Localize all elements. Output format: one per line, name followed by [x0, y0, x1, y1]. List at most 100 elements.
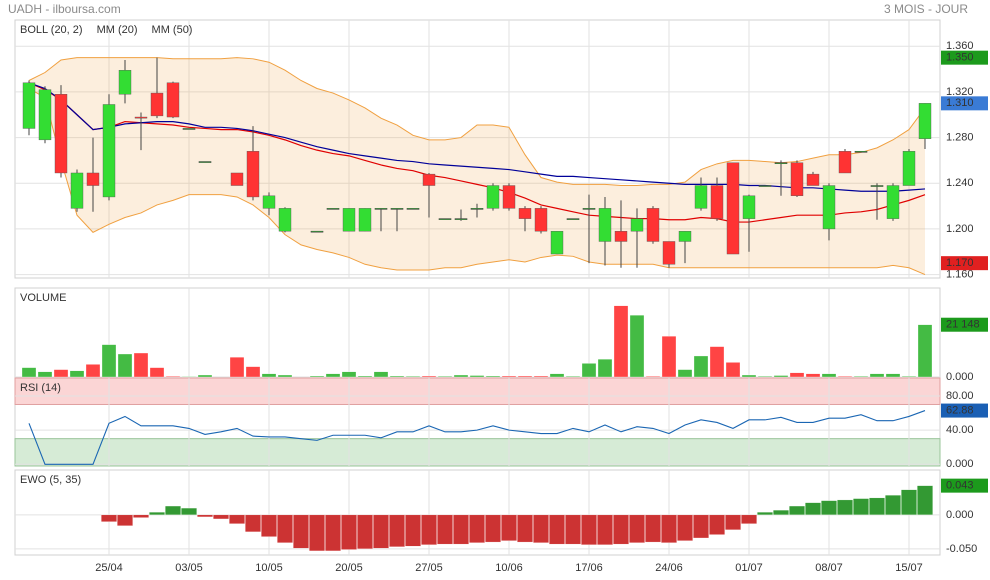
bar — [357, 514, 373, 550]
value-badge — [941, 96, 988, 111]
bar — [485, 514, 501, 543]
x-tick-label: 15/07 — [895, 562, 923, 574]
candle-body — [822, 185, 836, 230]
y-tick-label: 1.320 — [946, 86, 974, 98]
bar — [805, 373, 821, 378]
rsi-line — [28, 410, 926, 465]
bar — [741, 514, 757, 524]
candle-body — [678, 230, 692, 242]
value-badge-label: 1.350 — [946, 52, 974, 64]
bar — [101, 514, 117, 522]
bar — [885, 373, 901, 378]
bar — [757, 376, 773, 378]
y-tick-label: 0.000 — [946, 509, 974, 521]
oversold-zone — [14, 438, 941, 467]
bar — [213, 514, 229, 520]
bar — [661, 336, 677, 378]
bar — [693, 514, 709, 539]
bar — [757, 512, 773, 516]
bar — [277, 374, 293, 378]
bar — [629, 315, 645, 378]
x-tick-label: 03/05 — [175, 562, 203, 574]
value-badge — [941, 403, 988, 418]
bar — [485, 375, 501, 378]
bar — [821, 373, 837, 378]
bar — [453, 374, 469, 378]
bar — [37, 371, 53, 378]
bar — [21, 367, 37, 378]
legend-entry: MM (20) — [97, 24, 138, 36]
candle-body — [518, 208, 532, 219]
bar — [261, 514, 277, 537]
value-badge-label: 62.88 — [946, 404, 974, 416]
bar — [517, 375, 533, 378]
bar — [613, 514, 629, 545]
bar — [357, 375, 373, 378]
bar — [117, 353, 133, 378]
x-tick-label: 20/05 — [335, 562, 363, 574]
bar — [197, 514, 213, 518]
panel-frame — [14, 19, 941, 279]
x-tick-label: 01/07 — [735, 562, 763, 574]
candle-body — [374, 208, 388, 210]
x-tick-label: 27/05 — [415, 562, 443, 574]
y-tick-label: 1.240 — [946, 177, 974, 189]
candle-body — [902, 151, 916, 186]
bar — [293, 514, 309, 549]
bar — [405, 376, 421, 378]
candle-body — [438, 218, 452, 220]
candle-body — [630, 218, 644, 232]
y-tick-label: 1.360 — [946, 40, 974, 52]
legend-entry: MM (50) — [152, 24, 193, 36]
bar — [517, 514, 533, 543]
bar — [309, 514, 325, 552]
candle-body — [582, 208, 596, 210]
panel-frame — [14, 469, 941, 556]
y-tick-label: 1.280 — [946, 131, 974, 143]
bar — [901, 376, 917, 378]
candle-body — [150, 92, 164, 117]
bar — [197, 374, 213, 378]
bar — [549, 373, 565, 378]
bar — [133, 514, 149, 518]
candle-body — [262, 195, 276, 209]
bar — [613, 305, 629, 378]
bar — [469, 375, 485, 378]
candle-body — [54, 94, 68, 174]
candle-body — [38, 89, 52, 141]
bar — [629, 514, 645, 543]
candle-body — [854, 150, 868, 153]
candle-body — [86, 172, 100, 186]
candle-body — [790, 162, 804, 197]
bar — [373, 371, 389, 378]
bar — [533, 375, 549, 378]
candle-body — [614, 230, 628, 242]
candle-body — [182, 128, 196, 130]
bar — [709, 514, 725, 535]
bar — [501, 375, 517, 378]
x-tick-label: 17/06 — [575, 562, 603, 574]
candle-body — [566, 218, 580, 220]
bar — [389, 375, 405, 378]
candle-body — [646, 208, 660, 242]
candle-body — [806, 173, 820, 186]
bar — [821, 500, 837, 516]
bar — [245, 514, 261, 533]
candle-body — [774, 162, 788, 164]
period-label: 3 MOIS - JOUR — [884, 2, 968, 16]
page-title: UADH - ilboursa.com — [8, 2, 121, 16]
bar — [229, 357, 245, 378]
candle-body — [758, 185, 772, 187]
value-badge — [941, 50, 988, 65]
moving-average — [28, 82, 926, 192]
x-tick-label: 10/05 — [255, 562, 283, 574]
bar — [437, 376, 453, 378]
candle-body — [390, 208, 404, 210]
bar — [405, 514, 421, 547]
candle-body — [70, 172, 84, 209]
bar — [501, 514, 517, 541]
candle-body — [550, 230, 564, 255]
bar — [661, 514, 677, 543]
